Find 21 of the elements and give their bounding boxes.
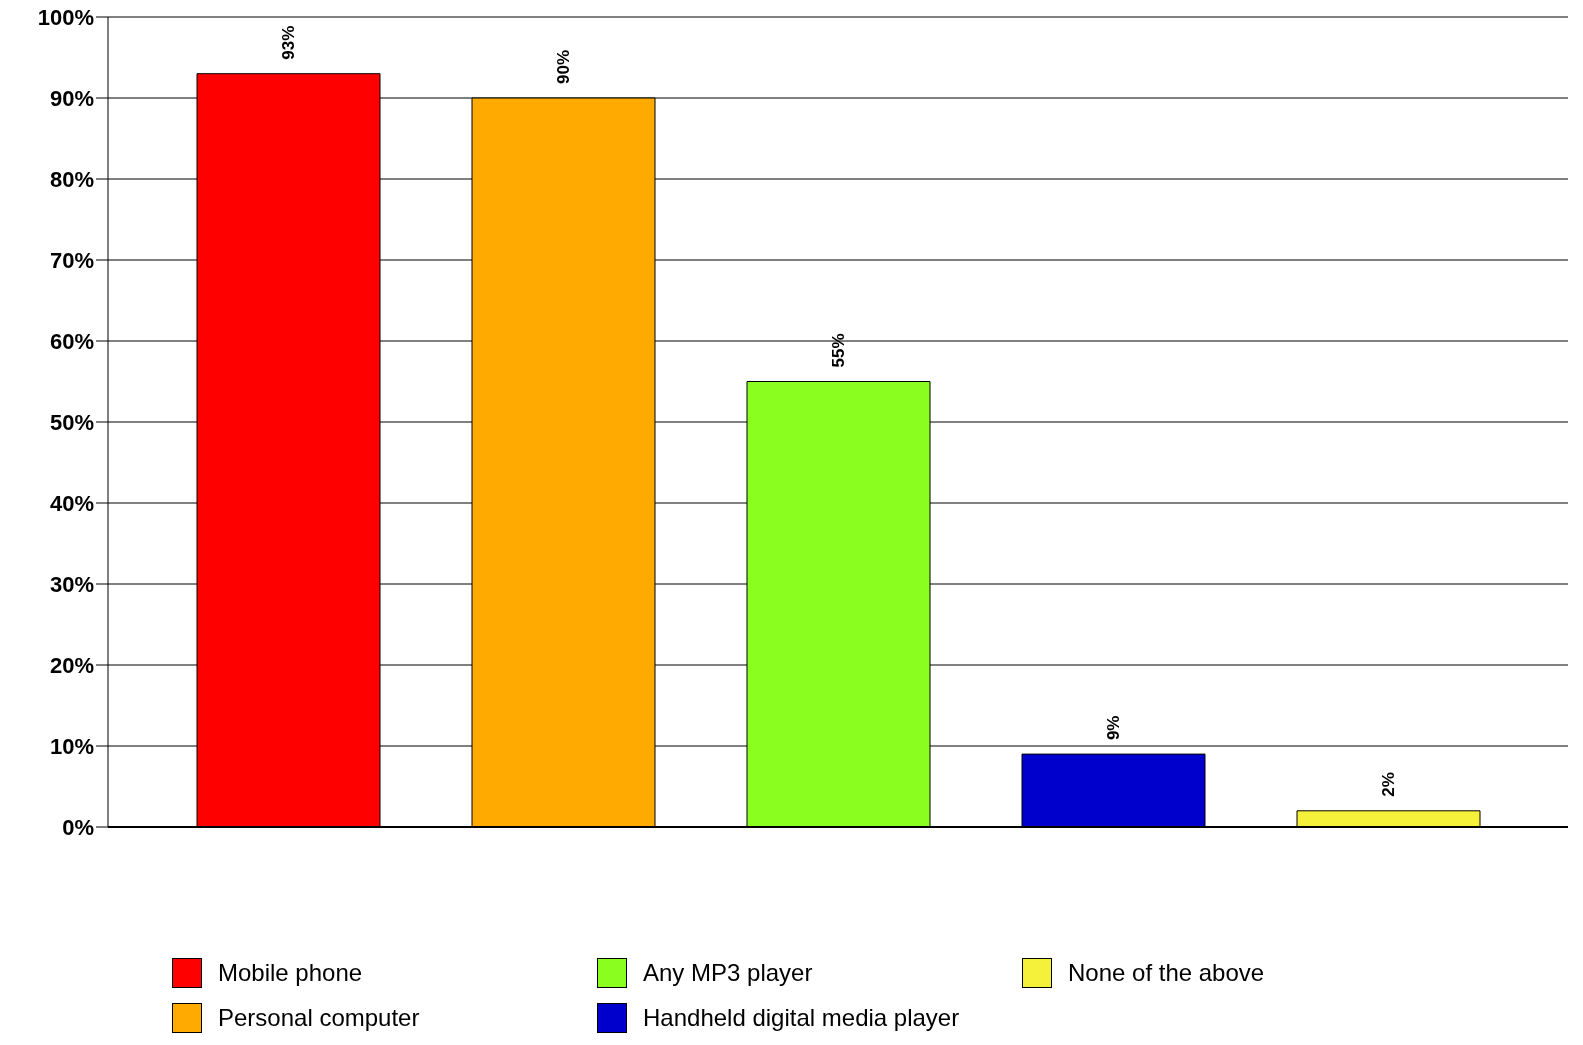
data-label: 93%	[279, 25, 298, 60]
y-tick-label: 50%	[49, 409, 94, 435]
legend-label: Personal computer	[218, 1004, 420, 1032]
y-tick-label: 70%	[49, 247, 94, 273]
legend-label: Any MP3 player	[643, 959, 813, 987]
y-tick-label: 90%	[49, 85, 94, 111]
y-tick-label: 80%	[49, 166, 94, 192]
legend-label: Mobile phone	[218, 959, 363, 987]
y-tick-label: 60%	[49, 328, 94, 354]
data-label: 55%	[829, 333, 848, 368]
data-label: 2%	[1379, 772, 1398, 797]
y-tick-label: 0%	[62, 814, 94, 840]
y-tick-label: 100%	[37, 4, 94, 30]
y-tick-label: 30%	[49, 571, 94, 597]
y-tick-label: 40%	[49, 490, 94, 516]
legend-label: None of the above	[1068, 959, 1265, 987]
data-label: 9%	[1104, 715, 1123, 741]
y-tick-label: 10%	[49, 733, 94, 759]
y-tick-label: 20%	[49, 652, 94, 678]
legend-label: Handheld digital media player	[643, 1004, 960, 1032]
data-label: 90%	[554, 49, 573, 84]
